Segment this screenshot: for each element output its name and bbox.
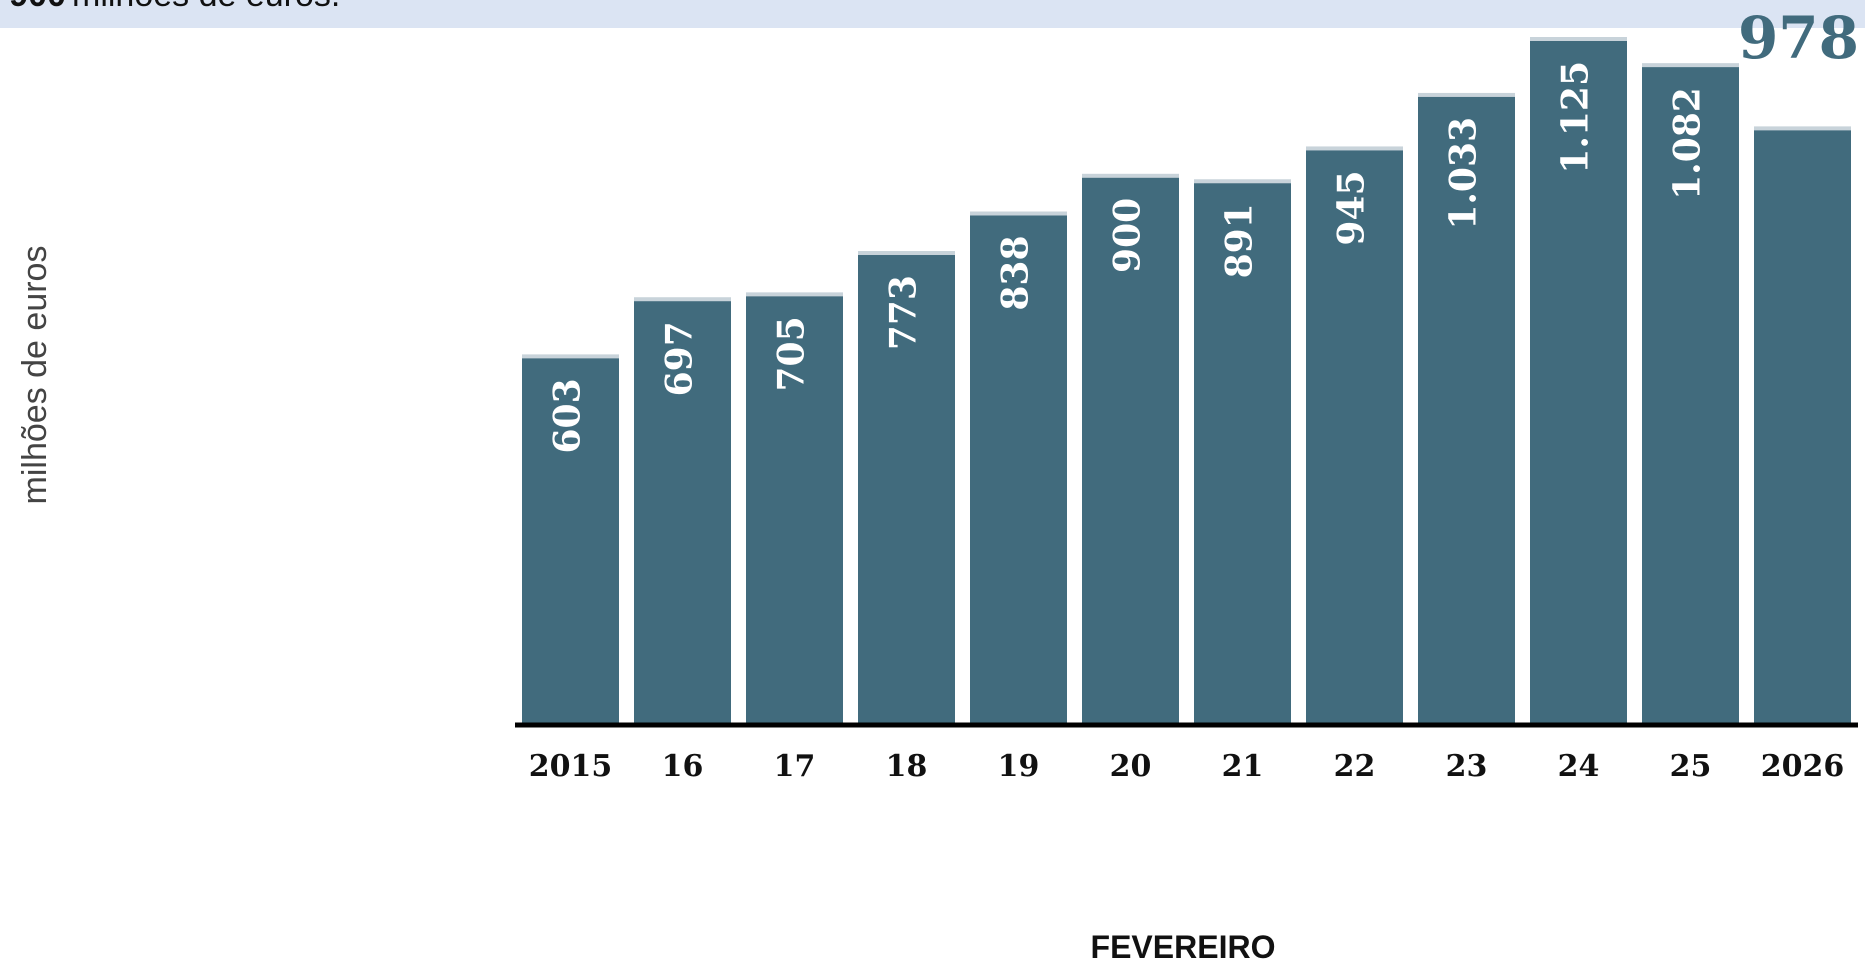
x-tick-label: 22 (1334, 749, 1376, 784)
y-axis-label: milhões de euros (16, 246, 54, 505)
x-tick-label: 23 (1446, 749, 1488, 784)
bar-cap (1642, 63, 1739, 68)
bar-cap (1306, 146, 1403, 151)
bar-cap (1194, 179, 1291, 184)
value-label: 1.125 (1555, 61, 1597, 174)
x-tick-label: 18 (886, 749, 928, 784)
bar (1082, 175, 1179, 724)
value-label: 978 (1738, 4, 1859, 72)
bar-cap (1754, 126, 1851, 131)
header-text: milhões de euros. (72, 0, 340, 14)
x-tick-label: 20 (1110, 749, 1152, 784)
bar (970, 213, 1067, 723)
bar-cap (1530, 37, 1627, 41)
bar-cap (1082, 173, 1179, 178)
value-label: 697 (659, 321, 701, 396)
header-band (0, 0, 1865, 28)
bar-cap (970, 211, 1067, 216)
bar (746, 294, 843, 723)
bar (1642, 65, 1739, 724)
bar (1418, 94, 1515, 724)
bar-cap (522, 354, 619, 359)
x-tick-label: 25 (1670, 749, 1712, 784)
bar-cap (746, 292, 843, 297)
bar (634, 299, 731, 723)
bar (858, 253, 955, 724)
bar-cap (634, 297, 731, 302)
bar (522, 356, 619, 723)
x-tick-label: 17 (774, 749, 816, 784)
x-axis-label: FEVEREIRO (1091, 929, 1276, 962)
x-tick-label: 2026 (1761, 749, 1845, 784)
value-label: 838 (995, 235, 1037, 310)
bar-cap (858, 251, 955, 256)
value-label: 1.033 (1443, 117, 1485, 230)
value-label: 773 (883, 275, 925, 350)
value-label: 891 (1219, 203, 1261, 278)
x-tick-label: 21 (1222, 749, 1264, 784)
value-label: 945 (1331, 170, 1373, 245)
value-label: 603 (547, 378, 589, 453)
bar (1194, 181, 1291, 724)
x-tick-label: 2015 (529, 749, 613, 784)
x-tick-label: 19 (998, 749, 1040, 784)
value-label: 705 (771, 316, 813, 391)
header-highlight: 900 (9, 0, 66, 14)
bar (1306, 148, 1403, 723)
bar (1754, 128, 1851, 724)
value-label: 1.082 (1667, 87, 1709, 200)
bar (1530, 39, 1627, 723)
value-label: 900 (1107, 198, 1149, 273)
bar-cap (1418, 92, 1515, 97)
x-tick-label: 24 (1558, 749, 1600, 784)
x-tick-label: 16 (662, 749, 704, 784)
